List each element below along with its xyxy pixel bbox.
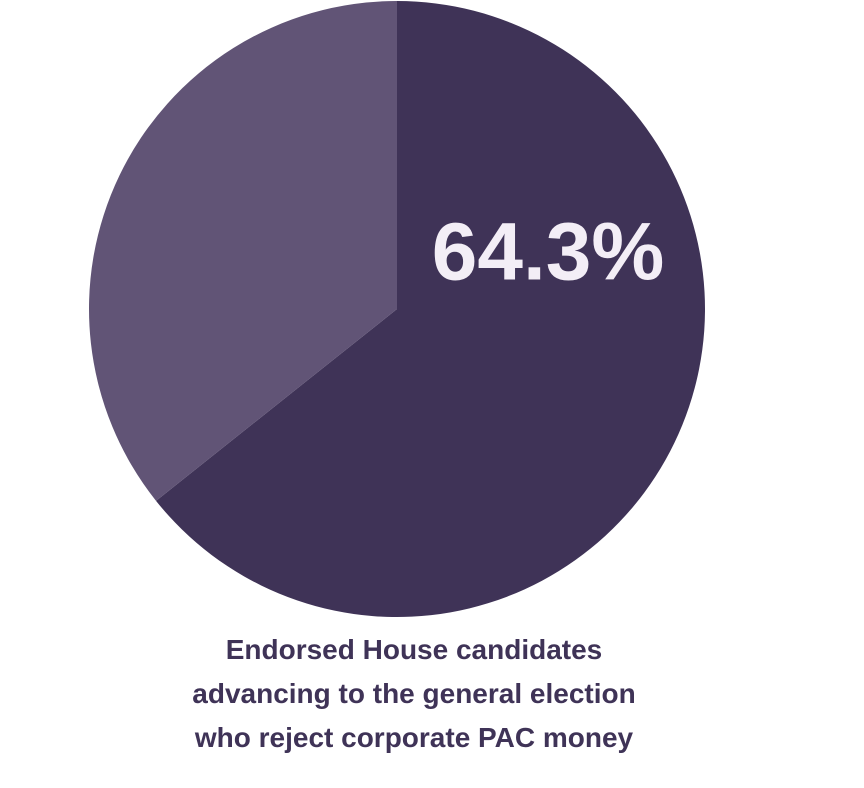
chart-title: Endorsed House candidates advancing to t… xyxy=(192,634,636,753)
data-label: 64.3% xyxy=(432,207,665,298)
pie-slice xyxy=(89,1,397,501)
chart: 64.3% xyxy=(89,1,706,617)
pie-slice xyxy=(156,1,706,617)
